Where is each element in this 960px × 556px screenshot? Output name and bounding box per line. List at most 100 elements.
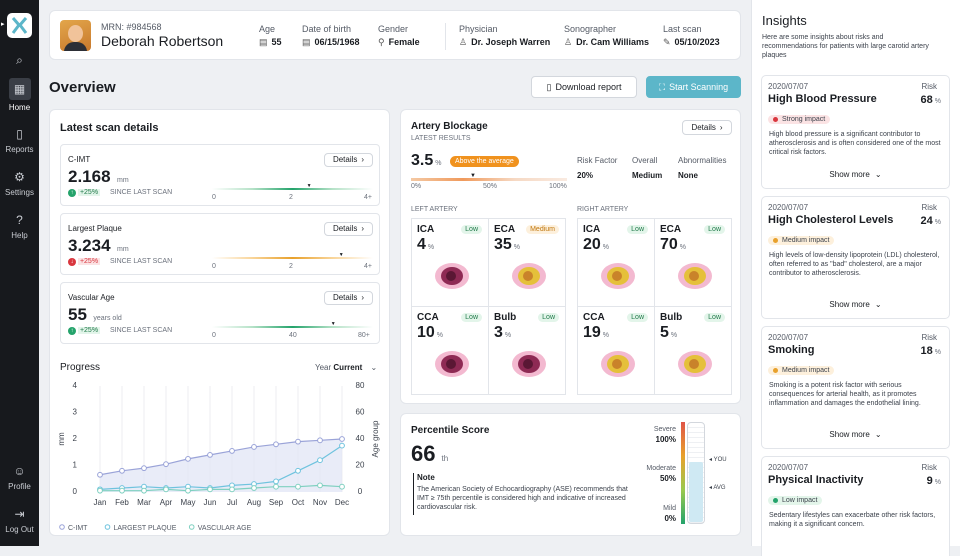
chevron-right-icon: › (361, 224, 365, 233)
left-artery-label: LEFT ARTERY (411, 206, 458, 213)
person-icon: ♙ (459, 37, 468, 47)
person-icon: ♙ (564, 37, 573, 47)
chevron-down-icon: ⌄ (874, 430, 882, 439)
chevron-down-icon: ⌄ (874, 170, 882, 179)
latest-scan-title: Latest scan details (60, 122, 159, 134)
artery-segment-value: 10 (417, 324, 435, 341)
artery-cell-left-ica[interactable]: ICA 4% Low (411, 218, 489, 307)
insight-card: 2020/07/07 High Cholesterol Levels Risk … (761, 196, 950, 319)
sonographer-value: Dr. Cam Williams (576, 37, 650, 47)
artery-details-button[interactable]: Details › (682, 120, 732, 135)
insight-date: 2020/07/07 (768, 203, 809, 212)
y2-tick-label: 80 (356, 381, 365, 390)
arrow-up-icon: ↑ (68, 189, 76, 197)
percentile-scale (681, 422, 685, 524)
level-badge: Low (627, 225, 648, 234)
artery-cell-right-cca[interactable]: CCA 19% Low (577, 306, 655, 395)
y2-axis-label: Age group (371, 420, 380, 457)
artery-cross-section-icon (512, 263, 546, 289)
settings-icon: ⚙ (14, 170, 25, 184)
artery-segment-name: Bulb (494, 312, 517, 323)
download-report-button[interactable]: ▯ Download report (531, 76, 637, 98)
percentile-title: Percentile Score (411, 425, 490, 436)
series-point (119, 467, 125, 474)
metric-marker: ▼ (338, 252, 344, 258)
level-badge: Medium (526, 225, 559, 234)
artery-segment-name: ICA (417, 224, 435, 235)
insights-title: Insights (762, 13, 807, 28)
patient-header: MRN: #984568 Deborah Robertson Age ▤ 55 D… (49, 10, 741, 60)
metric-name: Vascular Age (68, 293, 115, 302)
edit-icon: ✎ (663, 37, 671, 47)
artery-cell-left-bulb[interactable]: Bulb 3% Low (488, 306, 566, 395)
level-badge: Low (704, 225, 725, 234)
series-point (163, 486, 169, 493)
sidebar-item-reports[interactable]: ▯ Reports (5, 127, 34, 154)
help-icon: ? (16, 213, 23, 227)
level-badge: Low (538, 313, 559, 322)
show-more-button[interactable]: Show more ⌄ (829, 430, 882, 439)
y-tick-label: 4 (73, 381, 78, 390)
artery-cell-right-ica[interactable]: ICA 20% Low (577, 218, 655, 307)
metric-value: 55 (68, 305, 87, 324)
insight-body: High blood pressure is a significant con… (769, 131, 941, 156)
artery-subtitle: LATEST RESULTS (411, 135, 471, 142)
impact-badge: Medium impact (782, 367, 830, 374)
blockage-marker: ▼ (470, 173, 476, 179)
risk-factor-value: 20% (577, 171, 594, 180)
y2-tick-label: 60 (356, 408, 365, 417)
series-point (273, 483, 279, 490)
mrn: MRN: #984568 (101, 22, 162, 32)
metric-details-button[interactable]: Details › (324, 291, 373, 305)
y2-tick-label: 0 (358, 487, 363, 496)
impact-badge: Medium impact (782, 237, 830, 244)
legend-label: C-IMT (68, 525, 88, 532)
above-average-badge: Above the average (450, 156, 519, 167)
level-badge: Low (704, 313, 725, 322)
artery-cross-section-icon (601, 263, 635, 289)
sidebar-item-profile[interactable]: ☺ Profile (8, 464, 31, 491)
series-point (251, 485, 257, 491)
show-more-button[interactable]: Show more ⌄ (829, 170, 882, 179)
metric-value: 3.234 (68, 236, 111, 255)
latest-scan-card: Latest scan details C-IMT Details › 2.168… (49, 109, 390, 536)
app-logo[interactable] (7, 13, 32, 38)
reports-icon: ▯ (16, 127, 23, 141)
metric-change: +25% (77, 258, 101, 265)
insight-risk: 9 (926, 475, 933, 487)
sidebar-item-help[interactable]: ? Help (11, 213, 28, 240)
series-point (207, 452, 213, 458)
impact-badge: Strong impact (782, 116, 826, 123)
metric-marker: ▼ (330, 321, 336, 327)
sidebar-item-settings[interactable]: ⚙ Settings (5, 170, 34, 197)
metric-change: +25% (77, 327, 101, 334)
impact-dot-icon (773, 238, 778, 243)
sidebar-item-home[interactable]: ▦ Home (0, 78, 39, 112)
x-tick-label: Aug (247, 498, 261, 507)
artery-cell-left-cca[interactable]: CCA 10% Low (411, 306, 489, 395)
series-point (207, 486, 213, 493)
artery-cell-left-eca[interactable]: ECA 35% Medium (488, 218, 566, 307)
legend-marker (59, 524, 65, 530)
metric-details-button[interactable]: Details › (324, 222, 373, 236)
profile-icon: ☺ (13, 464, 26, 478)
artery-cell-right-bulb[interactable]: Bulb 5% Low (654, 306, 732, 395)
search-icon[interactable]: ⌕ (16, 53, 23, 67)
you-marker: ◂ YOU (709, 457, 727, 463)
chevron-right-icon: › (719, 123, 723, 132)
period-select[interactable]: Year Current ⌄ (315, 363, 378, 372)
sidebar-item-logout[interactable]: ⇥ Log Out (5, 507, 34, 534)
metric-details-button[interactable]: Details › (324, 153, 373, 167)
artery-title: Artery Blockage (411, 121, 488, 132)
patient-avatar (60, 20, 91, 51)
artery-cell-right-eca[interactable]: ECA 70% Low (654, 218, 732, 307)
artery-segment-name: ECA (660, 224, 682, 235)
series-point (295, 438, 301, 445)
overall-value: Medium (632, 171, 663, 180)
logout-icon: ⇥ (14, 507, 25, 521)
x-tick-label: Nov (313, 498, 327, 507)
start-scanning-button[interactable]: ⛶ Start Scanning (646, 76, 741, 98)
show-more-button[interactable]: Show more ⌄ (829, 300, 882, 309)
sidebar-collapse-icon[interactable]: ▸ (1, 21, 5, 28)
series-area (100, 439, 342, 492)
